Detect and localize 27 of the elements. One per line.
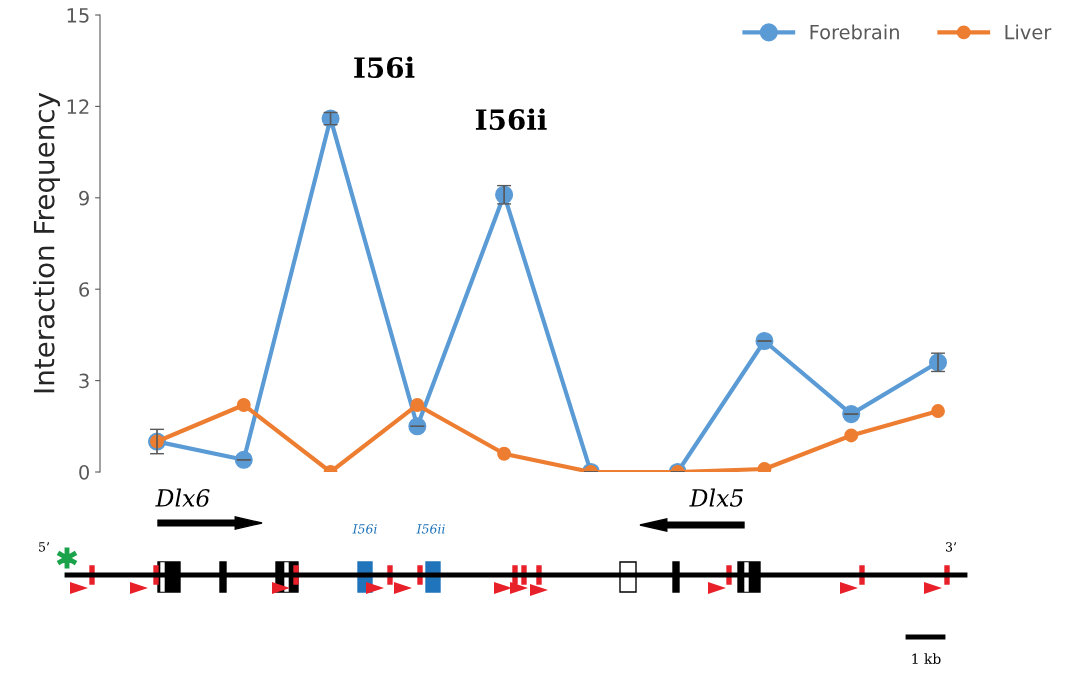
y-tick-label: 3 [79,373,89,389]
point [236,398,251,412]
point [410,398,425,412]
legend-label: Forebrain [810,24,899,40]
point [497,446,512,461]
text: 5’ [39,542,49,552]
text: Dlx6 [155,488,210,507]
point [842,405,861,424]
y-tick-label: 12 [67,99,89,114]
point [931,404,945,419]
annotation: I56ii [475,108,547,131]
y-tick-label: 9 [79,190,89,206]
text: 1 kb [912,653,941,665]
y-tick-label: 15 [67,8,89,23]
point [844,428,859,443]
text: 3’ [945,542,956,552]
y-tick-label: 6 [79,282,90,297]
point [408,417,427,436]
text: I56i [352,524,377,534]
point [755,331,774,351]
legend-label: Liver [1005,24,1052,40]
y-tick-label: 0 [79,464,89,480]
text: Dlx5 [689,488,743,507]
y-axis-title: Interaction Frequency [33,92,60,393]
annotation: I56i [354,56,415,79]
point [234,450,253,469]
text: I56ii [416,524,445,534]
